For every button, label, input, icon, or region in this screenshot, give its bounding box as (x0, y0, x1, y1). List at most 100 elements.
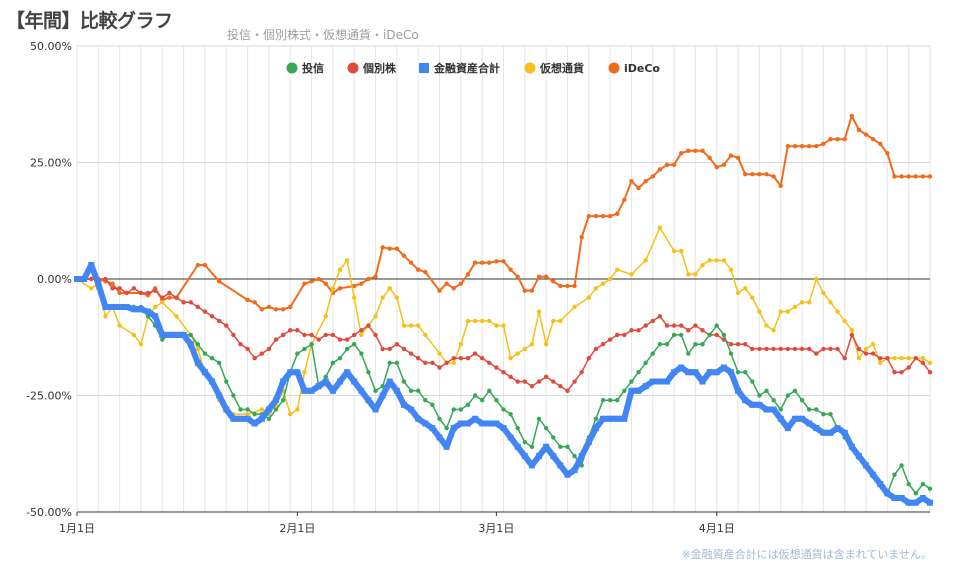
data-point (536, 453, 543, 460)
data-point (686, 148, 691, 154)
data-point (401, 379, 407, 384)
data-point (444, 281, 449, 286)
data-point (799, 415, 806, 422)
data-point (600, 397, 606, 403)
legend-label: 仮想通貨 (539, 61, 584, 75)
chart-footnote: ※金融資産合計には仮想通貨は含まれていません。 (681, 548, 932, 561)
data-point (686, 272, 691, 277)
data-point (187, 341, 194, 348)
data-point (543, 274, 549, 279)
data-point (899, 356, 904, 361)
data-point (244, 415, 251, 422)
data-point (180, 331, 187, 338)
data-point (380, 245, 385, 250)
data-point (778, 309, 783, 314)
data-point (188, 332, 193, 338)
data-point (515, 425, 520, 431)
data-point (450, 425, 457, 432)
data-point (777, 415, 784, 422)
data-point (181, 300, 186, 305)
data-point (557, 462, 564, 469)
data-point (372, 406, 379, 413)
data-point (686, 328, 691, 333)
data-point (266, 346, 272, 352)
data-point (522, 346, 528, 352)
data-point (259, 407, 265, 412)
data-point (792, 388, 798, 394)
data-point (913, 491, 918, 496)
data-point (693, 148, 698, 154)
data-point (742, 370, 748, 375)
data-point (202, 262, 208, 268)
data-point (700, 262, 705, 268)
legend-label: 金融資産合計 (433, 61, 500, 75)
data-point (494, 259, 499, 264)
data-point (607, 213, 613, 219)
data-point (294, 369, 301, 376)
data-point (209, 378, 216, 385)
data-point (920, 360, 926, 366)
data-point (878, 141, 883, 147)
data-point (592, 425, 599, 432)
data-point (117, 290, 122, 296)
data-point (679, 150, 684, 156)
data-point (679, 248, 684, 254)
y-tick-label: -50.00% (26, 506, 72, 519)
data-point (160, 295, 165, 300)
data-point (721, 332, 727, 338)
data-point (366, 370, 371, 375)
data-point (756, 401, 763, 408)
data-point (870, 351, 876, 356)
data-point (515, 379, 520, 384)
data-point (913, 174, 918, 179)
data-point (258, 415, 265, 422)
data-point (593, 213, 599, 219)
data-point (884, 490, 891, 497)
data-point (252, 300, 257, 305)
data-point (636, 185, 641, 191)
data-point (167, 290, 172, 296)
data-point (721, 258, 727, 263)
data-point (778, 346, 783, 352)
data-point (543, 342, 549, 347)
data-point (487, 388, 492, 394)
data-point (679, 323, 684, 328)
data-point (558, 283, 563, 289)
data-point (344, 258, 350, 263)
data-point (607, 397, 613, 403)
data-point (671, 248, 677, 254)
data-point (849, 332, 855, 338)
series-個別株 (74, 276, 933, 394)
x-tick-label: 2月1日 (279, 522, 315, 535)
data-point (771, 328, 776, 333)
data-point (558, 383, 563, 389)
data-point (515, 274, 520, 279)
data-point (408, 323, 414, 328)
data-point (316, 276, 321, 282)
data-point (124, 290, 129, 296)
data-point (337, 286, 343, 291)
data-point (103, 314, 108, 319)
x-tick-label: 4月1日 (699, 522, 735, 535)
data-point (358, 387, 365, 394)
data-point (536, 309, 542, 314)
data-point (316, 337, 321, 342)
data-point (757, 171, 762, 177)
data-point (799, 300, 805, 305)
data-point (671, 162, 677, 168)
data-point (849, 328, 855, 333)
data-point (366, 323, 371, 328)
data-point (614, 415, 621, 422)
data-point (500, 425, 507, 432)
data-point (813, 425, 820, 432)
data-point (301, 387, 308, 394)
data-point (437, 365, 442, 370)
data-point (899, 463, 904, 468)
data-point (337, 337, 343, 342)
data-point (337, 267, 343, 272)
data-point (650, 174, 655, 179)
data-point (551, 379, 556, 384)
data-point (636, 370, 641, 375)
data-point (700, 328, 705, 333)
data-point (771, 174, 776, 179)
